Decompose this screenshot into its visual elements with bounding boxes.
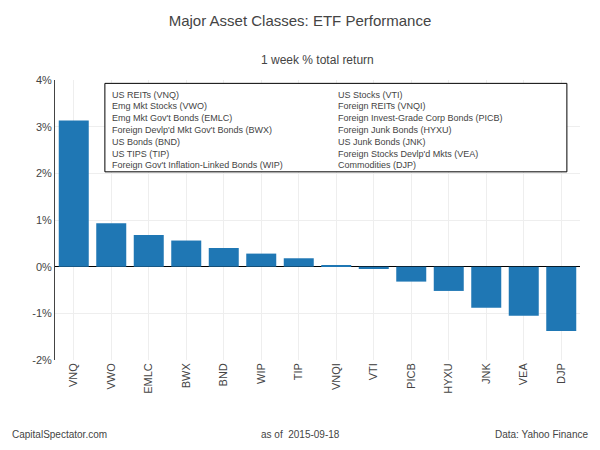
svg-text:VWO: VWO	[105, 363, 117, 390]
svg-text:Commodities (DJP): Commodities (DJP)	[338, 160, 416, 170]
svg-text:as of 2015-09-18: as of 2015-09-18	[261, 429, 340, 440]
svg-text:Data: Yahoo Finance: Data: Yahoo Finance	[495, 429, 588, 440]
svg-text:US Stocks (VTI): US Stocks (VTI)	[338, 90, 403, 100]
svg-text:-1%: -1%	[32, 307, 52, 319]
svg-text:US REITs (VNQ): US REITs (VNQ)	[112, 90, 179, 100]
svg-text:4%: 4%	[36, 74, 52, 86]
svg-text:HYXU: HYXU	[442, 363, 454, 394]
svg-text:PICB: PICB	[405, 363, 417, 389]
svg-text:3%: 3%	[36, 121, 52, 133]
svg-text:VNQ: VNQ	[67, 363, 79, 387]
svg-text:Foreign REITs (VNQI): Foreign REITs (VNQI)	[338, 101, 426, 111]
svg-text:Foreign Stocks Devlp'd Mkts (V: Foreign Stocks Devlp'd Mkts (VEA)	[338, 149, 478, 159]
svg-text:VEA: VEA	[517, 363, 529, 386]
svg-text:JNK: JNK	[480, 363, 492, 384]
svg-text:1%: 1%	[36, 214, 52, 226]
svg-text:DJP: DJP	[555, 363, 567, 384]
svg-text:TIP: TIP	[292, 363, 304, 380]
svg-text:Major Asset Classes: ETF Perfo: Major Asset Classes: ETF Performance	[169, 12, 432, 29]
svg-text:Foreign Gov't Inflation-Linked: Foreign Gov't Inflation-Linked Bonds (WI…	[112, 160, 283, 170]
svg-text:Emg Mkt Gov't Bonds (EMLC): Emg Mkt Gov't Bonds (EMLC)	[112, 113, 232, 123]
svg-text:Foreign Devlp'd Mkt Gov't Bond: Foreign Devlp'd Mkt Gov't Bonds (BWX)	[112, 125, 272, 135]
svg-text:BWX: BWX	[180, 363, 192, 389]
svg-text:BND: BND	[217, 363, 229, 386]
svg-text:VTI: VTI	[367, 363, 379, 380]
svg-text:VNQI: VNQI	[330, 363, 342, 390]
svg-text:WIP: WIP	[255, 363, 267, 384]
svg-text:2%: 2%	[36, 167, 52, 179]
svg-text:-2%: -2%	[32, 354, 52, 366]
svg-text:US Junk Bonds (JNK): US Junk Bonds (JNK)	[338, 137, 426, 147]
svg-text:Foreign Junk Bonds (HYXU): Foreign Junk Bonds (HYXU)	[338, 125, 452, 135]
svg-text:US Bonds (BND): US Bonds (BND)	[112, 137, 180, 147]
svg-text:CapitalSpectator.com: CapitalSpectator.com	[12, 429, 107, 440]
svg-text:Foreign Invest-Grade Corp Bond: Foreign Invest-Grade Corp Bonds (PICB)	[338, 113, 503, 123]
svg-text:0%: 0%	[36, 261, 52, 273]
svg-text:US TIPS (TIP): US TIPS (TIP)	[112, 149, 169, 159]
svg-text:EMLC: EMLC	[142, 363, 154, 394]
svg-text:Emg Mkt Stocks (VWO): Emg Mkt Stocks (VWO)	[112, 101, 207, 111]
svg-text:1 week % total return: 1 week % total return	[261, 53, 374, 67]
